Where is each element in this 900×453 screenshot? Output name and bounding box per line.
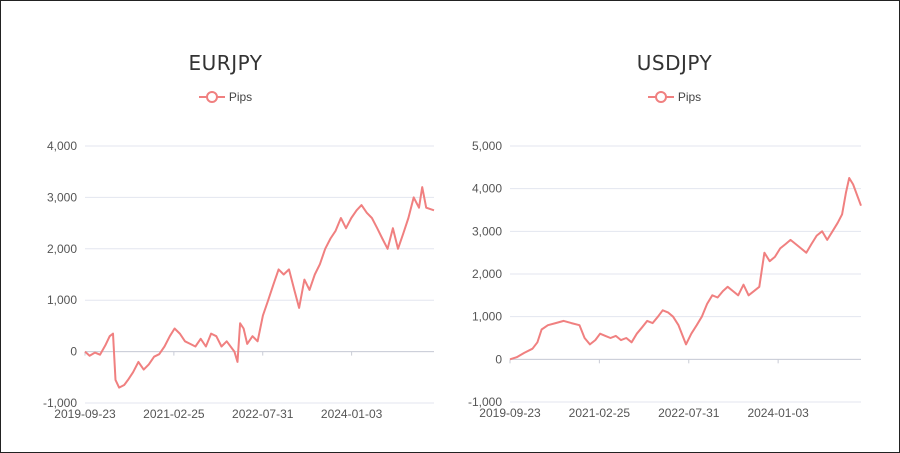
x-tick-label: 2021-02-25 xyxy=(569,406,631,420)
legend-series-label: Pips xyxy=(677,89,702,104)
y-tick-label: 3,000 xyxy=(47,190,77,204)
y-tick-label: 3,000 xyxy=(472,224,502,238)
usdjpy-plot: 5,000 4,000 3,000 2,000 1,000 0 -1,0002019-09-… xyxy=(468,139,862,420)
series-line-pips xyxy=(509,177,862,361)
y-tick-label: 4,000 xyxy=(472,182,502,196)
x-tick-label: 2019-09-23 xyxy=(479,406,541,420)
eurjpy-chart-panel: EURJPY Pips 4,000 3,000 2,000 1,000 0 -1,000 2… xyxy=(1,1,450,452)
y-tick-label: 2,000 xyxy=(472,267,502,281)
y-tick-label: 1,000 xyxy=(472,310,502,324)
y-tick-label: 0 xyxy=(495,352,502,366)
chart-legend[interactable]: Pips xyxy=(1,89,450,104)
x-tick-label: 2021-02-25 xyxy=(143,407,205,421)
x-tick-label: 2024-01-03 xyxy=(321,407,383,421)
legend-series-icon xyxy=(647,90,674,103)
series-line-pips xyxy=(84,186,435,389)
x-tick-label: 2019-09-23 xyxy=(54,407,116,421)
y-tick-label: 1,000 xyxy=(47,293,77,307)
chart-title: EURJPY xyxy=(188,51,263,75)
y-tick-label: 2,000 xyxy=(47,242,77,256)
chart-title: USDJPY xyxy=(636,51,713,75)
y-tick-label: -1,000 xyxy=(43,396,77,410)
x-tick-label: 2022-07-31 xyxy=(658,406,720,420)
y-tick-label: 0 xyxy=(70,345,77,359)
legend-series-label: Pips xyxy=(228,89,253,104)
y-tick-label: -1,000 xyxy=(468,395,502,409)
usdjpy-chart-panel: USDJPY Pips 5,000 4,000 3,000 2,000 1,000 0 -1… xyxy=(450,1,899,452)
x-tick-label: 2022-07-31 xyxy=(232,407,294,421)
y-tick-label: 5,000 xyxy=(472,139,502,153)
legend-series-icon xyxy=(198,90,225,103)
y-tick-label: 4,000 xyxy=(47,139,77,153)
chart-legend[interactable]: Pips xyxy=(450,89,899,104)
x-tick-label: 2024-01-03 xyxy=(747,406,809,420)
